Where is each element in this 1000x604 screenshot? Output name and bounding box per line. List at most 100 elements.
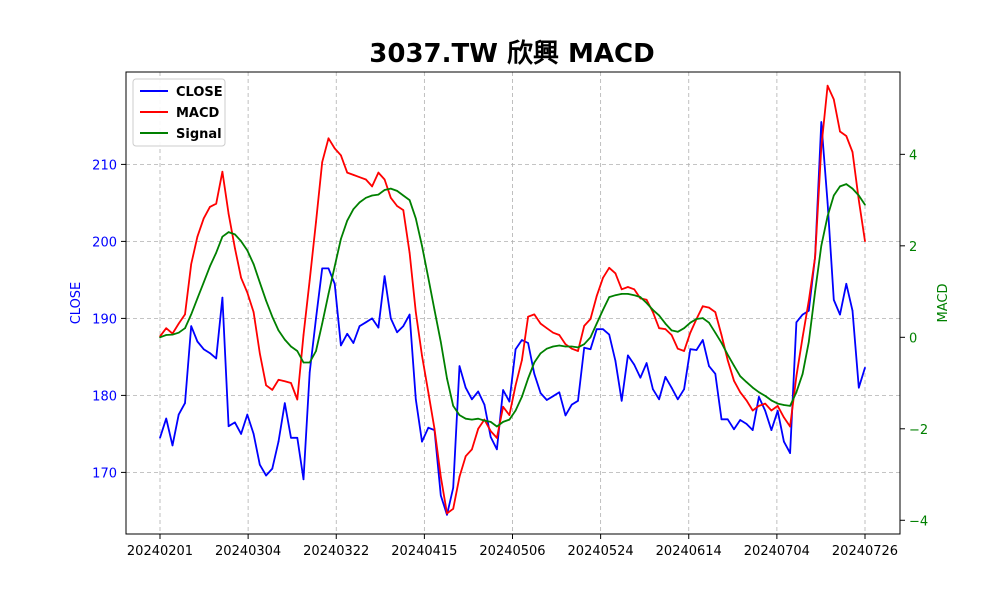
macd-point <box>845 135 848 137</box>
macd-point <box>215 202 217 205</box>
signal-point <box>502 421 504 423</box>
signal-point <box>240 240 242 242</box>
close-point <box>227 425 230 428</box>
close-point <box>333 283 336 285</box>
close-point <box>302 478 305 481</box>
close-point <box>826 202 829 204</box>
close-point <box>390 317 392 320</box>
macd-point <box>402 209 405 211</box>
signal-point <box>377 193 380 196</box>
signal-point <box>383 189 386 191</box>
macd-point <box>808 299 810 302</box>
signal-point <box>215 251 217 254</box>
close-point <box>321 267 324 270</box>
close-point <box>714 373 717 375</box>
close-point <box>171 444 174 447</box>
close-point <box>614 360 617 362</box>
macd-point <box>652 311 654 313</box>
close-point <box>733 428 735 431</box>
signal-point <box>608 296 610 298</box>
close-point <box>764 410 766 412</box>
close-point <box>184 402 186 404</box>
signal-point <box>489 421 492 423</box>
right-tick-label: −4 <box>909 514 928 529</box>
signal-point <box>177 331 180 334</box>
close-point <box>845 283 848 285</box>
macd-point <box>358 176 361 178</box>
close-point <box>190 325 192 327</box>
signal-point <box>739 375 741 378</box>
signal-point <box>321 322 324 325</box>
macd-point <box>415 311 417 313</box>
close-point <box>739 419 741 421</box>
macd-point <box>546 327 548 330</box>
close-point <box>795 321 798 324</box>
macd-point <box>527 315 529 318</box>
close-point <box>558 391 561 394</box>
macd-point <box>589 318 592 320</box>
right-axis-label: MACD <box>936 284 951 323</box>
macd-point <box>627 286 629 288</box>
close-point <box>546 399 548 401</box>
macd-line <box>159 84 866 515</box>
macd-point <box>271 389 274 391</box>
macd-point <box>608 267 610 269</box>
macd-point <box>595 295 598 297</box>
macd-point <box>677 347 679 350</box>
signal-point <box>702 317 704 319</box>
macd-point <box>683 350 685 352</box>
close-point <box>371 317 373 320</box>
signal-point <box>440 341 442 343</box>
signal-point <box>446 377 448 380</box>
macd-point <box>714 311 717 313</box>
macd-point <box>177 322 180 325</box>
macd-point <box>851 151 854 153</box>
macd-point <box>858 199 860 201</box>
signal-point <box>427 277 430 279</box>
signal-point <box>496 425 498 428</box>
signal-point <box>858 194 860 197</box>
close-point <box>308 371 311 374</box>
close-point <box>265 474 267 477</box>
chart-title: 3037.TW 欣興 MACD <box>369 39 654 69</box>
close-point <box>564 414 567 417</box>
macd-point <box>227 213 230 215</box>
close-point <box>396 331 398 334</box>
macd-point <box>327 137 330 140</box>
macd-point <box>421 354 423 357</box>
close-point <box>726 418 729 421</box>
close-point <box>776 410 779 412</box>
signal-point <box>271 315 274 318</box>
signal-point <box>265 299 267 302</box>
close-point <box>489 436 492 438</box>
signal-point <box>514 409 517 412</box>
close-point <box>595 328 598 331</box>
close-point <box>620 400 623 402</box>
close-point <box>577 400 579 402</box>
signal-point <box>521 396 523 398</box>
right-tick-label: 2 <box>909 240 917 255</box>
signal-point <box>421 245 423 247</box>
close-point <box>446 514 448 516</box>
close-point <box>689 348 692 351</box>
signal-point <box>365 197 367 199</box>
close-point <box>277 440 280 443</box>
macd-point <box>371 185 373 188</box>
signal-point <box>396 190 398 192</box>
close-point <box>633 363 635 366</box>
signal-point <box>770 399 773 402</box>
macd-point <box>446 512 448 515</box>
close-point <box>702 339 704 341</box>
close-point <box>720 418 723 421</box>
signal-point <box>358 201 361 204</box>
signal-point <box>845 183 848 185</box>
signal-points <box>159 183 866 428</box>
signal-point <box>452 405 455 407</box>
close-point <box>751 429 754 431</box>
x-tick-label: 20240704 <box>744 544 810 559</box>
macd-point <box>658 327 660 330</box>
macd-point <box>864 240 866 242</box>
signal-point <box>234 233 236 236</box>
macd-point <box>514 384 517 387</box>
close-point <box>327 267 330 270</box>
